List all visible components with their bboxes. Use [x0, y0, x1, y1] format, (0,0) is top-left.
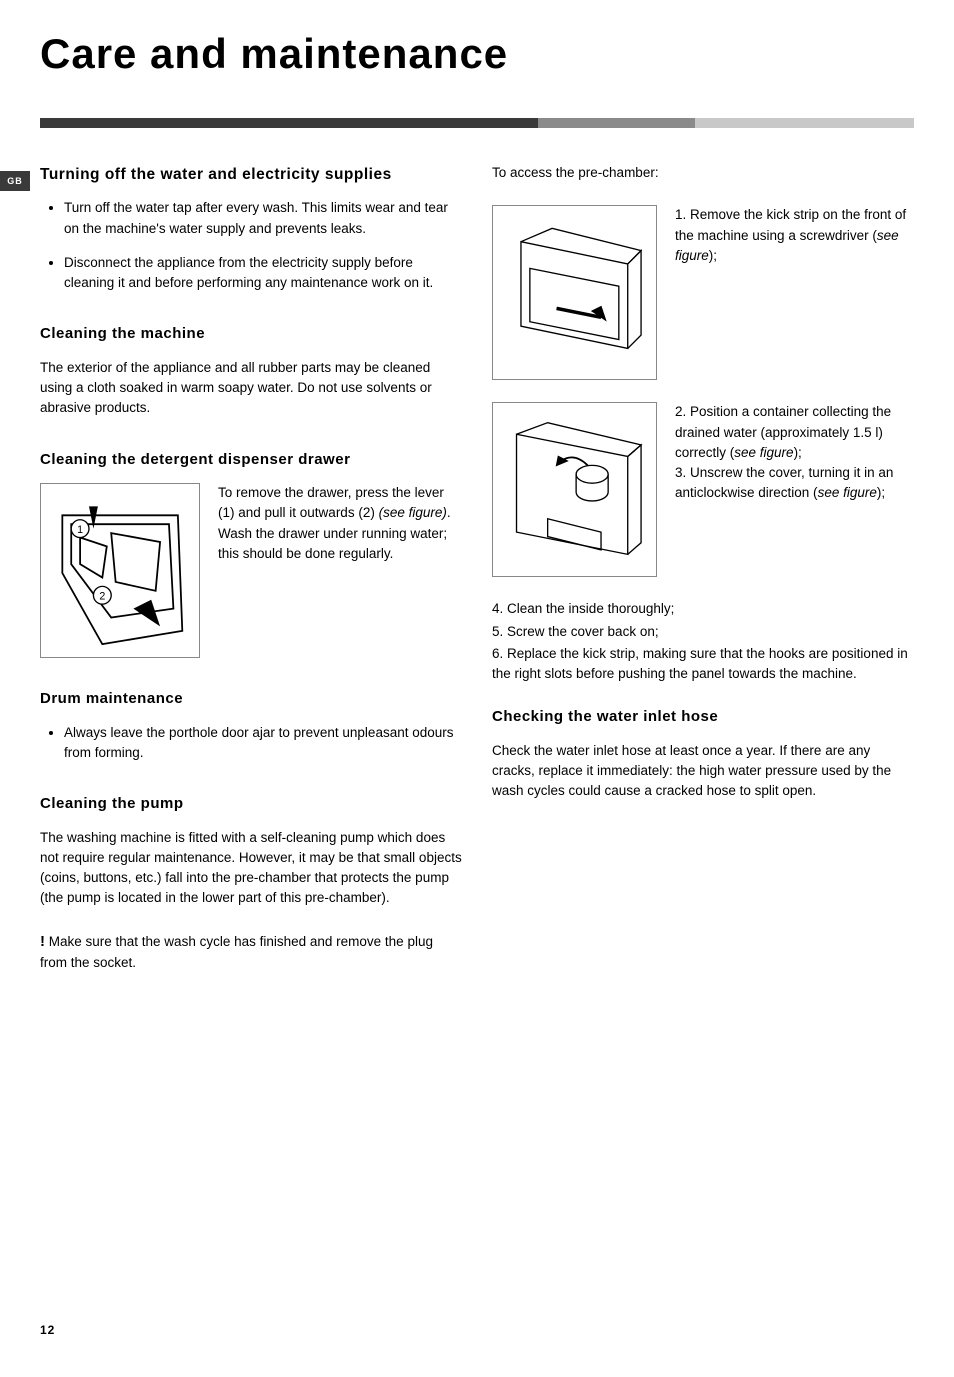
hose-para: Check the water inlet hose at least once… [492, 741, 914, 802]
step3-b: ); [877, 485, 885, 500]
pump-warning-text: Make sure that the wash cycle has finish… [40, 934, 433, 971]
supplies-bullet-1: Turn off the water tap after every wash.… [64, 198, 462, 239]
dispenser-figure: 1 2 [40, 483, 200, 658]
step3-i: see figure [818, 485, 877, 500]
container-figure [492, 402, 657, 577]
section-supplies: Turning off the water and electricity su… [40, 163, 462, 293]
right-column: To access the pre-chamber: 1. Remove the… [492, 163, 914, 1003]
pump-warning: ! Make sure that the wash cycle has fini… [40, 931, 462, 974]
container-icon [501, 412, 648, 568]
dispenser-drawer-icon: 1 2 [49, 493, 191, 649]
step6: 6. Replace the kick strip, making sure t… [492, 644, 914, 685]
cleaning-para: The exterior of the appliance and all ru… [40, 358, 462, 419]
bar-light [695, 118, 914, 128]
step5: 5. Screw the cover back on; [492, 622, 914, 642]
dispenser-text: To remove the drawer, press the lever (1… [218, 483, 462, 658]
step2-row: 2. Position a container collecting the d… [492, 402, 914, 577]
bar-dark [40, 118, 538, 128]
kickstrip-icon [501, 215, 648, 371]
pump-para: The washing machine is fitted with a sel… [40, 828, 462, 909]
left-column: Turning off the water and electricity su… [40, 163, 462, 1003]
section-head-hose: Checking the water inlet hose [492, 706, 914, 729]
dispenser-text-italic: (see figure) [379, 505, 447, 520]
section-head-supplies: Turning off the water and electricity su… [40, 163, 462, 186]
section-head-drum: Drum maintenance [40, 688, 462, 711]
page-number: 12 [40, 1323, 914, 1337]
kickstrip-figure [492, 205, 657, 380]
step1-b: ); [709, 248, 717, 263]
remaining-steps: 4. Clean the inside thoroughly; 5. Screw… [492, 599, 914, 684]
supplies-bullets: Turn off the water tap after every wash.… [40, 198, 462, 293]
step2-3-text: 2. Position a container collecting the d… [675, 402, 914, 577]
supplies-bullet-2: Disconnect the appliance from the electr… [64, 253, 462, 294]
prechamber-intro: To access the pre-chamber: [492, 163, 914, 183]
content-columns: GB Turning off the water and electricity… [40, 163, 914, 1003]
section-head-pump: Cleaning the pump [40, 793, 462, 816]
svg-text:1: 1 [77, 524, 83, 536]
step4: 4. Clean the inside thoroughly; [492, 599, 914, 619]
divider-bar [40, 118, 914, 128]
page-title: Care and maintenance [40, 30, 914, 78]
bar-mid [538, 118, 695, 128]
section-head-cleaning: Cleaning the machine [40, 323, 462, 346]
step1-text: 1. Remove the kick strip on the front of… [675, 205, 914, 380]
section-drum: Drum maintenance Always leave the portho… [40, 688, 462, 763]
section-head-dispenser: Cleaning the detergent dispenser drawer [40, 449, 462, 472]
step2-b: ); [794, 445, 802, 460]
section-hose: Checking the water inlet hose Check the … [492, 706, 914, 801]
step1-a: 1. Remove the kick strip on the front of… [675, 207, 906, 242]
svg-text:2: 2 [99, 590, 105, 602]
language-badge: GB [0, 171, 30, 191]
section-dispenser: Cleaning the detergent dispenser drawer … [40, 449, 462, 659]
drum-bullets: Always leave the porthole door ajar to p… [40, 723, 462, 764]
drum-bullet-1: Always leave the porthole door ajar to p… [64, 723, 462, 764]
step2-i: see figure [734, 445, 793, 460]
section-pump: Cleaning the pump The washing machine is… [40, 793, 462, 973]
section-cleaning-machine: Cleaning the machine The exterior of the… [40, 323, 462, 418]
step1-row: 1. Remove the kick strip on the front of… [492, 205, 914, 380]
dispenser-figure-row: 1 2 To remove the drawer, press the leve… [40, 483, 462, 658]
